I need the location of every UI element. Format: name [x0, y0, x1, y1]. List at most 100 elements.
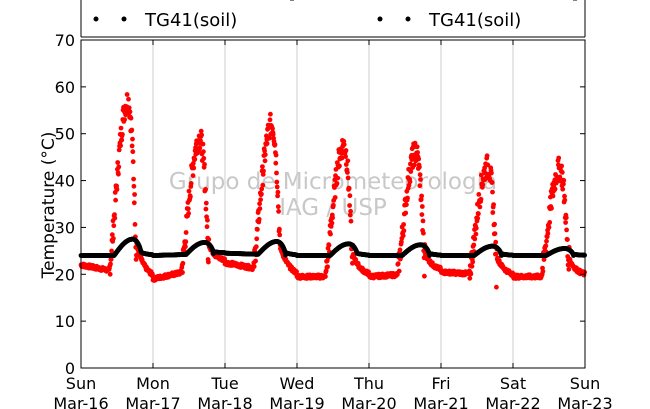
- data-point-red: [259, 191, 264, 197]
- data-point-red: [482, 165, 487, 171]
- legend-marker-2: [377, 16, 383, 22]
- data-point-red: [192, 156, 198, 162]
- data-point-red: [108, 256, 114, 262]
- data-point-red: [183, 239, 189, 245]
- data-point-red: [276, 209, 281, 214]
- data-point-red: [122, 117, 127, 122]
- data-point-red: [347, 193, 353, 199]
- data-point-red: [484, 153, 490, 159]
- data-point-red: [256, 216, 262, 222]
- data-point-red: [560, 186, 566, 192]
- data-point-red: [206, 237, 212, 242]
- data-point-red: [422, 273, 427, 279]
- data-point-red: [267, 135, 272, 141]
- data-point-red: [563, 215, 569, 221]
- data-point-red: [335, 175, 341, 181]
- data-point-red: [401, 228, 407, 234]
- data-point-red: [114, 183, 119, 189]
- data-point-red: [407, 179, 413, 185]
- data-point-red: [543, 243, 549, 249]
- data-point-red: [345, 170, 350, 175]
- data-point-red: [408, 161, 413, 167]
- x-tick-day: Mon: [136, 374, 170, 393]
- x-tick-date: Mar-16: [53, 394, 108, 409]
- data-point-red: [267, 117, 273, 123]
- data-point-red: [201, 149, 206, 155]
- data-point-red: [417, 172, 423, 178]
- data-point-red: [258, 197, 263, 203]
- data-point-red: [476, 211, 481, 217]
- data-point-red: [257, 201, 262, 207]
- data-point-red: [559, 170, 565, 175]
- data-point-red: [473, 231, 479, 237]
- data-point-red: [470, 259, 476, 265]
- data-point-red: [185, 206, 191, 212]
- x-tick-date: Mar-20: [341, 394, 396, 409]
- data-point-red: [490, 210, 496, 215]
- data-point-red: [119, 137, 125, 143]
- data-point-red: [112, 215, 118, 221]
- data-point-red: [471, 242, 477, 248]
- data-point-red: [339, 155, 345, 161]
- data-point-red: [478, 172, 484, 178]
- data-point-red: [421, 230, 426, 236]
- data-point-red: [334, 181, 340, 186]
- data-point-red: [198, 128, 204, 134]
- data-point-red: [468, 271, 474, 277]
- data-point-red: [128, 115, 134, 121]
- data-point-red: [254, 236, 260, 242]
- data-point-red: [183, 244, 188, 250]
- data-point-red: [274, 179, 280, 185]
- x-tick-day: Sun: [66, 374, 96, 393]
- x-tick-day: Sat: [500, 374, 526, 393]
- y-tick-label: 20: [55, 265, 75, 284]
- data-point-red: [492, 221, 497, 227]
- data-point-red: [199, 132, 205, 138]
- y-tick-label: 60: [55, 78, 75, 97]
- x-tick-date: Mar-21: [413, 394, 468, 409]
- data-point-red: [566, 266, 572, 272]
- x-tick-date: Mar-23: [557, 394, 612, 409]
- x-tick-day: Wed: [280, 374, 315, 393]
- data-point-red: [418, 197, 424, 203]
- legend-label-2: TG41(soil): [428, 10, 521, 31]
- data-point-red: [552, 186, 558, 192]
- data-point-red: [253, 258, 258, 264]
- data-point-red: [417, 164, 422, 170]
- data-point-red: [262, 148, 267, 154]
- data-point-red: [565, 237, 570, 243]
- data-point-red: [275, 193, 280, 199]
- data-point-red: [127, 109, 133, 115]
- legend-marker-1: [121, 16, 127, 22]
- data-point-red: [109, 248, 114, 254]
- data-point-red: [270, 126, 275, 131]
- data-point-red: [547, 220, 553, 225]
- data-point-red: [180, 260, 186, 266]
- data-point-red: [420, 218, 426, 224]
- data-point-red: [203, 200, 209, 206]
- data-point-red: [396, 268, 402, 274]
- legend-marker-1: [93, 16, 99, 22]
- data-point-red: [415, 150, 420, 155]
- legend-marker-2: [405, 16, 411, 22]
- y-tick-label: 40: [55, 172, 75, 191]
- data-point-red: [419, 204, 425, 209]
- data-point-red: [475, 215, 481, 221]
- data-point-red: [491, 202, 496, 208]
- data-point-red: [203, 187, 209, 192]
- data-point-red: [557, 174, 563, 180]
- data-point-red: [120, 132, 125, 137]
- y-tick-label: 50: [55, 125, 75, 144]
- data-point-red: [130, 149, 136, 155]
- data-point-red: [108, 261, 113, 267]
- data-point-red: [186, 188, 192, 194]
- x-tick-date: Mar-19: [269, 394, 324, 409]
- data-point-red: [262, 152, 268, 158]
- y-axis-label: Temperature (°C): [39, 132, 59, 280]
- data-point-red: [260, 164, 265, 170]
- data-point-red: [403, 210, 409, 216]
- data-point-red: [180, 270, 185, 275]
- data-point-red: [400, 233, 406, 239]
- data-point-red: [399, 239, 404, 245]
- data-point-red: [347, 212, 353, 218]
